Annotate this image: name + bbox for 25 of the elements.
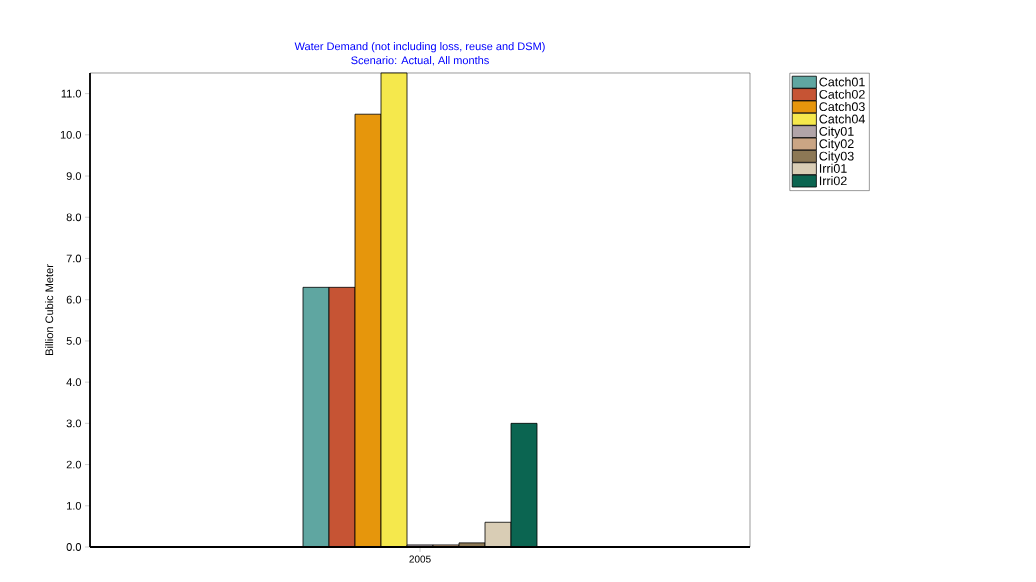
chart-title: Water Demand (not including loss, reuse and DSM) — [294, 42, 545, 53]
y-tick-label: 9.0 — [66, 172, 82, 180]
legend-label: Irri01 — [819, 163, 847, 173]
legend-label: City01 — [819, 126, 854, 139]
legend-label: Catch02 — [819, 89, 865, 99]
y-tick-label: 10.0 — [60, 130, 82, 139]
chart-subtitle: Scenario: Actual, All months — [351, 56, 489, 66]
y-tick-label: 7.0 — [66, 254, 82, 263]
y-tick-label: 1.0 — [67, 501, 82, 510]
legend-label: Catch01 — [819, 77, 865, 87]
y-tick-label: 8.0 — [66, 213, 82, 222]
y-tick-label: 11.0 — [61, 89, 82, 98]
y-tick-label: 3.0 — [66, 419, 82, 428]
y-tick-label: 6.0 — [66, 295, 82, 304]
y-tick-label: 4.0 — [66, 378, 82, 387]
y-tick-label: 0.0 — [66, 543, 82, 551]
y-tick-label: 2.0 — [66, 460, 82, 469]
y-axis-title: Billion Cubic Meter — [45, 264, 54, 355]
legend-label: Catch03 — [819, 101, 865, 112]
legend-label: City02 — [819, 138, 854, 151]
legend-label: City03 — [819, 151, 854, 163]
legend-label: Catch04 — [819, 114, 865, 124]
legend-label: Irri02 — [819, 176, 847, 186]
y-tick-label: 5.0 — [66, 337, 82, 345]
x-tick-label: 2005 — [409, 555, 431, 563]
